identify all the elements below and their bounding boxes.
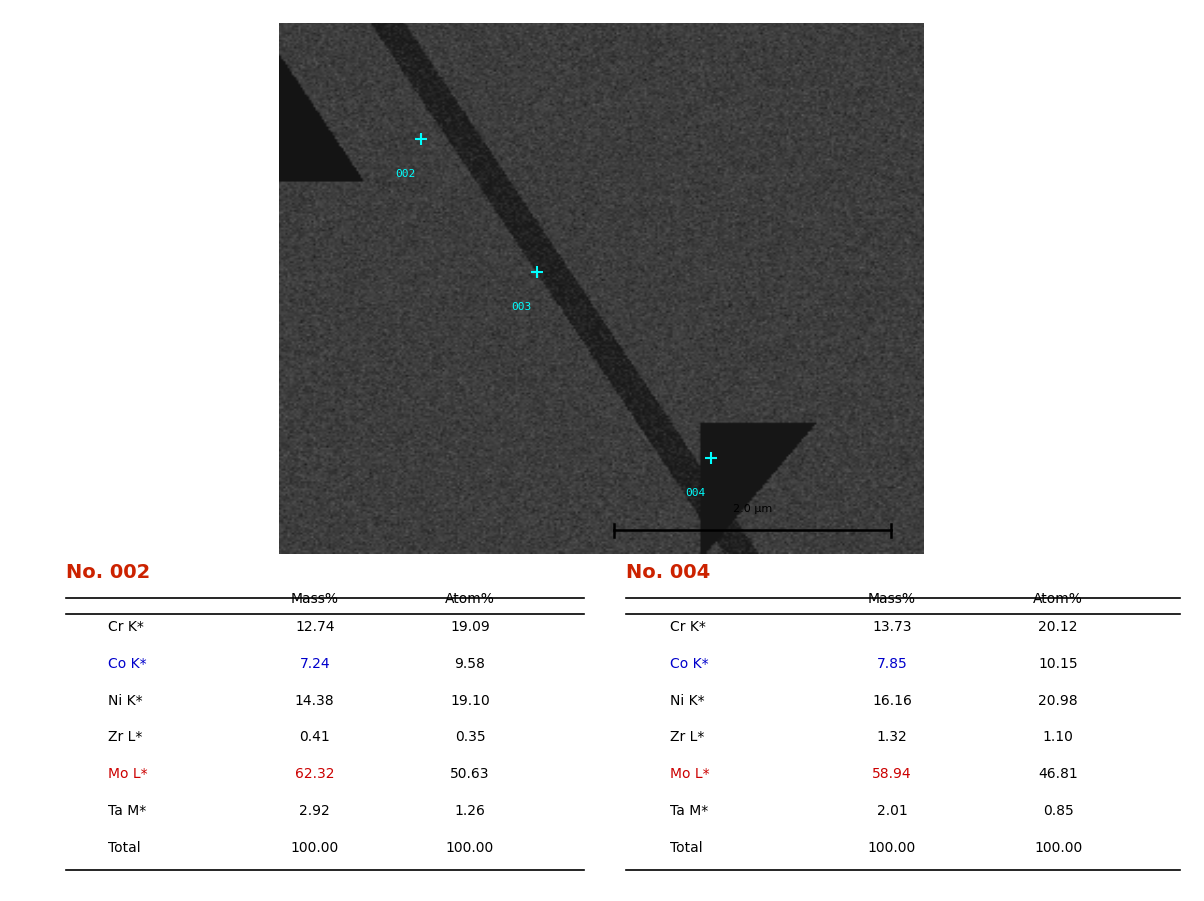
Text: 58.94: 58.94 <box>872 768 911 781</box>
Text: 100.00: 100.00 <box>868 841 916 855</box>
Text: Zr L*: Zr L* <box>671 731 704 744</box>
Text: 7.24: 7.24 <box>300 657 330 671</box>
Text: Ta M*: Ta M* <box>671 804 709 818</box>
Text: 100.00: 100.00 <box>290 841 338 855</box>
Text: 1.10: 1.10 <box>1043 731 1074 744</box>
Text: Atom%: Atom% <box>1033 592 1084 606</box>
Text: 19.09: 19.09 <box>450 620 490 634</box>
Text: 7.85: 7.85 <box>877 657 908 671</box>
Text: 13.73: 13.73 <box>872 620 911 634</box>
Text: Cr K*: Cr K* <box>671 620 707 634</box>
Text: Total: Total <box>107 841 140 855</box>
Text: 003: 003 <box>512 302 531 312</box>
Text: 1.32: 1.32 <box>877 731 908 744</box>
Text: 0.41: 0.41 <box>300 731 330 744</box>
Text: Co K*: Co K* <box>671 657 709 671</box>
Text: Co K*: Co K* <box>107 657 146 671</box>
Text: Total: Total <box>671 841 703 855</box>
Text: 9.58: 9.58 <box>455 657 485 671</box>
Text: 2.0 μm: 2.0 μm <box>733 505 773 514</box>
Text: 14.38: 14.38 <box>295 694 335 707</box>
Text: 100.00: 100.00 <box>1034 841 1082 855</box>
Text: 0.35: 0.35 <box>455 731 485 744</box>
Text: Cr K*: Cr K* <box>107 620 143 634</box>
Text: Mo L*: Mo L* <box>107 768 147 781</box>
Text: 46.81: 46.81 <box>1038 768 1078 781</box>
Text: Mass%: Mass% <box>290 592 338 606</box>
Text: 62.32: 62.32 <box>295 768 335 781</box>
Text: 19.10: 19.10 <box>450 694 490 707</box>
Text: 2.01: 2.01 <box>877 804 908 818</box>
Text: Ni K*: Ni K* <box>107 694 142 707</box>
Text: 0.85: 0.85 <box>1043 804 1074 818</box>
Text: 100.00: 100.00 <box>445 841 494 855</box>
Text: 20.12: 20.12 <box>1038 620 1078 634</box>
Text: Atom%: Atom% <box>445 592 495 606</box>
Text: No. 004: No. 004 <box>626 563 710 582</box>
Text: 2.92: 2.92 <box>300 804 330 818</box>
Text: 50.63: 50.63 <box>450 768 490 781</box>
Text: 002: 002 <box>395 168 415 178</box>
Text: 20.98: 20.98 <box>1038 694 1078 707</box>
Text: Mass%: Mass% <box>868 592 916 606</box>
Text: Ta M*: Ta M* <box>107 804 146 818</box>
Text: No. 002: No. 002 <box>66 563 150 582</box>
Text: 004: 004 <box>685 487 706 497</box>
Text: Mo L*: Mo L* <box>671 768 710 781</box>
Text: 16.16: 16.16 <box>872 694 911 707</box>
Text: Ni K*: Ni K* <box>671 694 706 707</box>
Text: Zr L*: Zr L* <box>107 731 142 744</box>
Text: 1.26: 1.26 <box>455 804 485 818</box>
Text: 12.74: 12.74 <box>295 620 335 634</box>
Text: 10.15: 10.15 <box>1038 657 1078 671</box>
